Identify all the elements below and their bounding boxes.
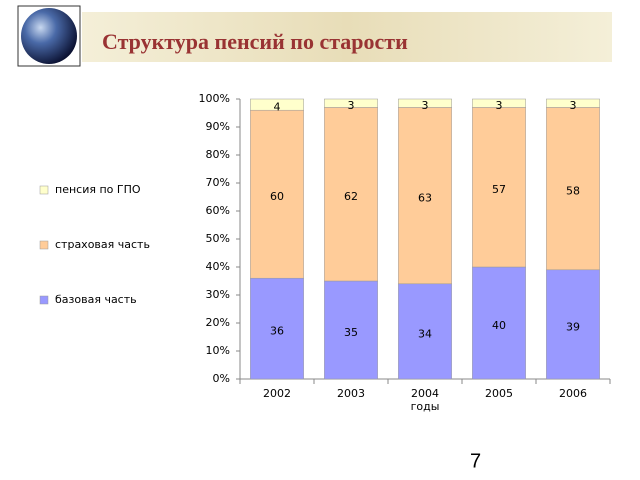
bar-segment — [472, 98, 526, 108]
bar-segment — [546, 107, 600, 271]
data-label: 3 — [570, 99, 577, 112]
bar-segment — [250, 277, 304, 380]
slide-title: Структура пенсий по старости — [102, 29, 408, 54]
bar-segment — [472, 266, 526, 380]
bar-segment — [398, 283, 452, 380]
x-tick-label: 2004 — [411, 387, 439, 400]
page-number: 7 — [470, 450, 481, 472]
y-tick-label: 40% — [206, 260, 230, 273]
x-tick-label: 2005 — [485, 387, 513, 400]
legend-label: пенсия по ГПО — [55, 183, 141, 196]
data-label: 39 — [566, 320, 580, 333]
data-label: 34 — [418, 327, 432, 340]
data-label: 36 — [270, 325, 284, 338]
y-tick-label: 30% — [206, 288, 230, 301]
bar-segment — [472, 107, 526, 268]
data-label: 62 — [344, 190, 358, 203]
data-label: 35 — [344, 326, 358, 339]
data-label: 57 — [492, 183, 506, 196]
x-tick-label: 2006 — [559, 387, 587, 400]
bar-segment — [324, 98, 378, 108]
legend-swatch — [39, 185, 49, 195]
data-label: 3 — [496, 99, 503, 112]
x-axis-label: годы — [411, 400, 440, 413]
x-tick-label: 2003 — [337, 387, 365, 400]
legend-swatch — [39, 240, 49, 250]
data-label: 58 — [566, 185, 580, 198]
chart: 0% 10% 20% 30% 40% 50% 60% 70% 80% 90% 100% 2002 36 6… — [39, 92, 611, 413]
data-label: 4 — [274, 101, 281, 114]
y-tick-label: 70% — [206, 176, 230, 189]
title-banner — [82, 12, 612, 62]
bar-segment — [398, 107, 452, 285]
data-label: 3 — [422, 99, 429, 112]
bar-segment — [546, 98, 600, 108]
legend-swatch — [39, 295, 49, 305]
y-tick-label: 0% — [213, 372, 230, 385]
y-tick-label: 100% — [199, 92, 230, 105]
y-tick-label: 10% — [206, 344, 230, 357]
y-tick-label: 90% — [206, 120, 230, 133]
bar-segment — [398, 98, 452, 108]
data-label: 60 — [270, 190, 284, 203]
bar-segment — [250, 109, 304, 279]
legend-label: страховая часть — [55, 238, 150, 251]
y-tick-label: 50% — [206, 232, 230, 245]
data-label: 63 — [418, 192, 432, 205]
y-tick-label: 80% — [206, 148, 230, 161]
legend-label: базовая часть — [55, 293, 137, 306]
y-tick-label: 20% — [206, 316, 230, 329]
bar-segment — [546, 269, 600, 380]
data-label: 3 — [348, 99, 355, 112]
x-tick-label: 2002 — [263, 387, 291, 400]
globe-icon — [21, 8, 77, 64]
data-label: 40 — [492, 319, 506, 332]
bar-segment — [250, 98, 304, 111]
bar-segment — [324, 280, 378, 380]
y-tick-label: 60% — [206, 204, 230, 217]
